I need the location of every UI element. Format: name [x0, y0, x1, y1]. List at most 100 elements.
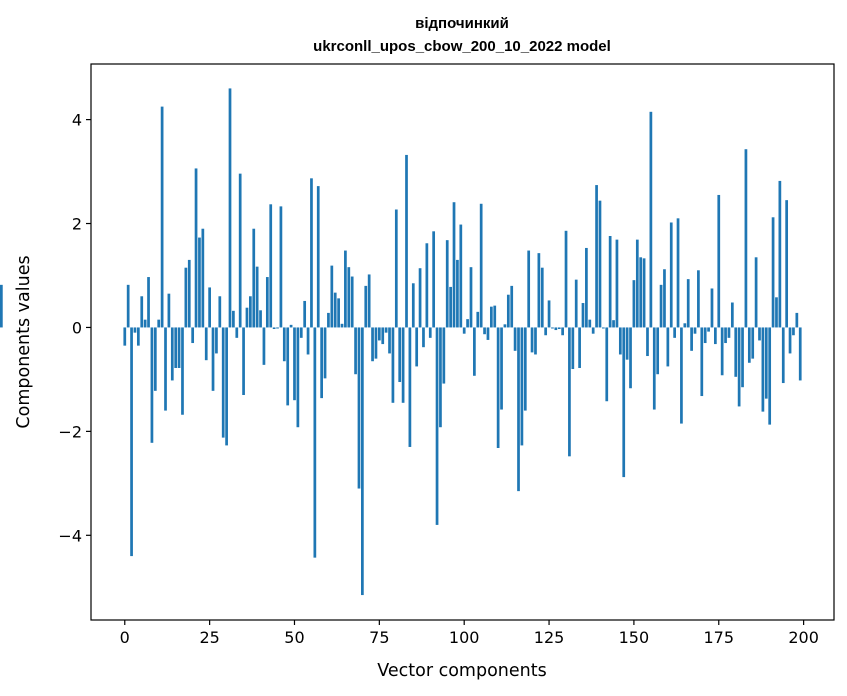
bar: [245, 307, 249, 328]
bar: [751, 327, 755, 359]
bar: [686, 279, 690, 328]
bar: [157, 319, 161, 328]
bar: [218, 296, 222, 328]
x-tick-label: 75: [369, 628, 389, 647]
bar: [364, 285, 368, 328]
bar: [656, 327, 660, 375]
bar: [374, 327, 378, 359]
bar: [381, 327, 385, 345]
bar: [126, 284, 130, 328]
bar: [697, 270, 700, 328]
x-tick-label: 50: [284, 628, 304, 647]
bar: [523, 327, 527, 411]
bar: [238, 173, 242, 328]
bar: [235, 327, 239, 338]
y-tick-label: 0: [72, 318, 82, 337]
bar: [466, 319, 469, 328]
x-tick-label: 100: [449, 628, 480, 647]
bar: [717, 194, 721, 328]
bar: [693, 327, 697, 334]
x-tick-label: 125: [534, 628, 565, 647]
plot-frame: [90, 63, 835, 621]
bar: [445, 240, 449, 328]
bar: [456, 259, 459, 328]
bar: [143, 319, 147, 328]
bar: [714, 327, 717, 345]
bar: [198, 237, 201, 328]
bar: [506, 294, 510, 328]
bar: [408, 327, 412, 447]
bar: [537, 253, 541, 328]
chart-subtitle: ukrconll_upos_cbow_200_10_2022 model: [313, 38, 611, 55]
bar: [720, 327, 724, 376]
bar: [676, 218, 680, 328]
bar: [123, 327, 127, 346]
bar: [618, 327, 622, 355]
bar: [255, 266, 259, 328]
bar: [602, 327, 605, 329]
bar: [530, 327, 534, 353]
bar: [489, 306, 493, 328]
x-tick-label: 150: [619, 628, 650, 647]
bar: [561, 327, 564, 336]
bar: [707, 327, 710, 332]
bar: [303, 300, 307, 328]
bar: [612, 320, 615, 328]
bar: [591, 327, 595, 334]
bar: [377, 327, 381, 341]
bars-group: [0, 88, 802, 596]
bar: [265, 277, 269, 328]
bar: [500, 327, 503, 410]
bar: [425, 243, 429, 328]
bar: [615, 239, 619, 328]
bar: [635, 239, 639, 328]
bar: [574, 279, 578, 328]
bar: [133, 327, 137, 333]
bar: [388, 327, 391, 354]
bar: [391, 327, 395, 403]
bar: [795, 312, 799, 328]
bar: [744, 149, 748, 328]
bar: [462, 327, 466, 334]
x-tick-label: 200: [788, 628, 819, 647]
bar: [632, 280, 636, 328]
bar: [313, 327, 317, 558]
y-tick-label: 4: [72, 111, 82, 130]
bar: [527, 250, 531, 328]
bar: [724, 327, 727, 344]
bar: [534, 327, 537, 355]
bar: [428, 327, 432, 338]
bar: [435, 327, 439, 525]
bar: [540, 267, 544, 328]
bar: [639, 257, 643, 328]
bar: [269, 204, 273, 328]
bar: [347, 267, 351, 328]
bar: [673, 327, 676, 338]
bar: [588, 319, 592, 328]
bar: [703, 327, 707, 344]
bar: [130, 327, 133, 557]
bar: [730, 302, 734, 328]
bar: [727, 327, 731, 338]
bar: [646, 327, 649, 357]
bar: [232, 310, 235, 328]
bar: [344, 250, 347, 328]
bar: [581, 303, 585, 328]
y-tick-label: 2: [72, 215, 82, 234]
bar: [622, 327, 626, 478]
bar: [204, 327, 208, 361]
bar: [367, 274, 371, 328]
bar: [775, 297, 778, 328]
bar: [798, 327, 802, 381]
bar: [547, 300, 551, 328]
bar: [415, 327, 419, 367]
bar: [272, 327, 276, 330]
bar: [659, 284, 663, 328]
bar: [211, 327, 215, 391]
bar: [503, 324, 507, 328]
bar: [262, 327, 266, 365]
bar: [741, 327, 744, 388]
bar: [401, 327, 405, 403]
bar: [771, 217, 775, 328]
